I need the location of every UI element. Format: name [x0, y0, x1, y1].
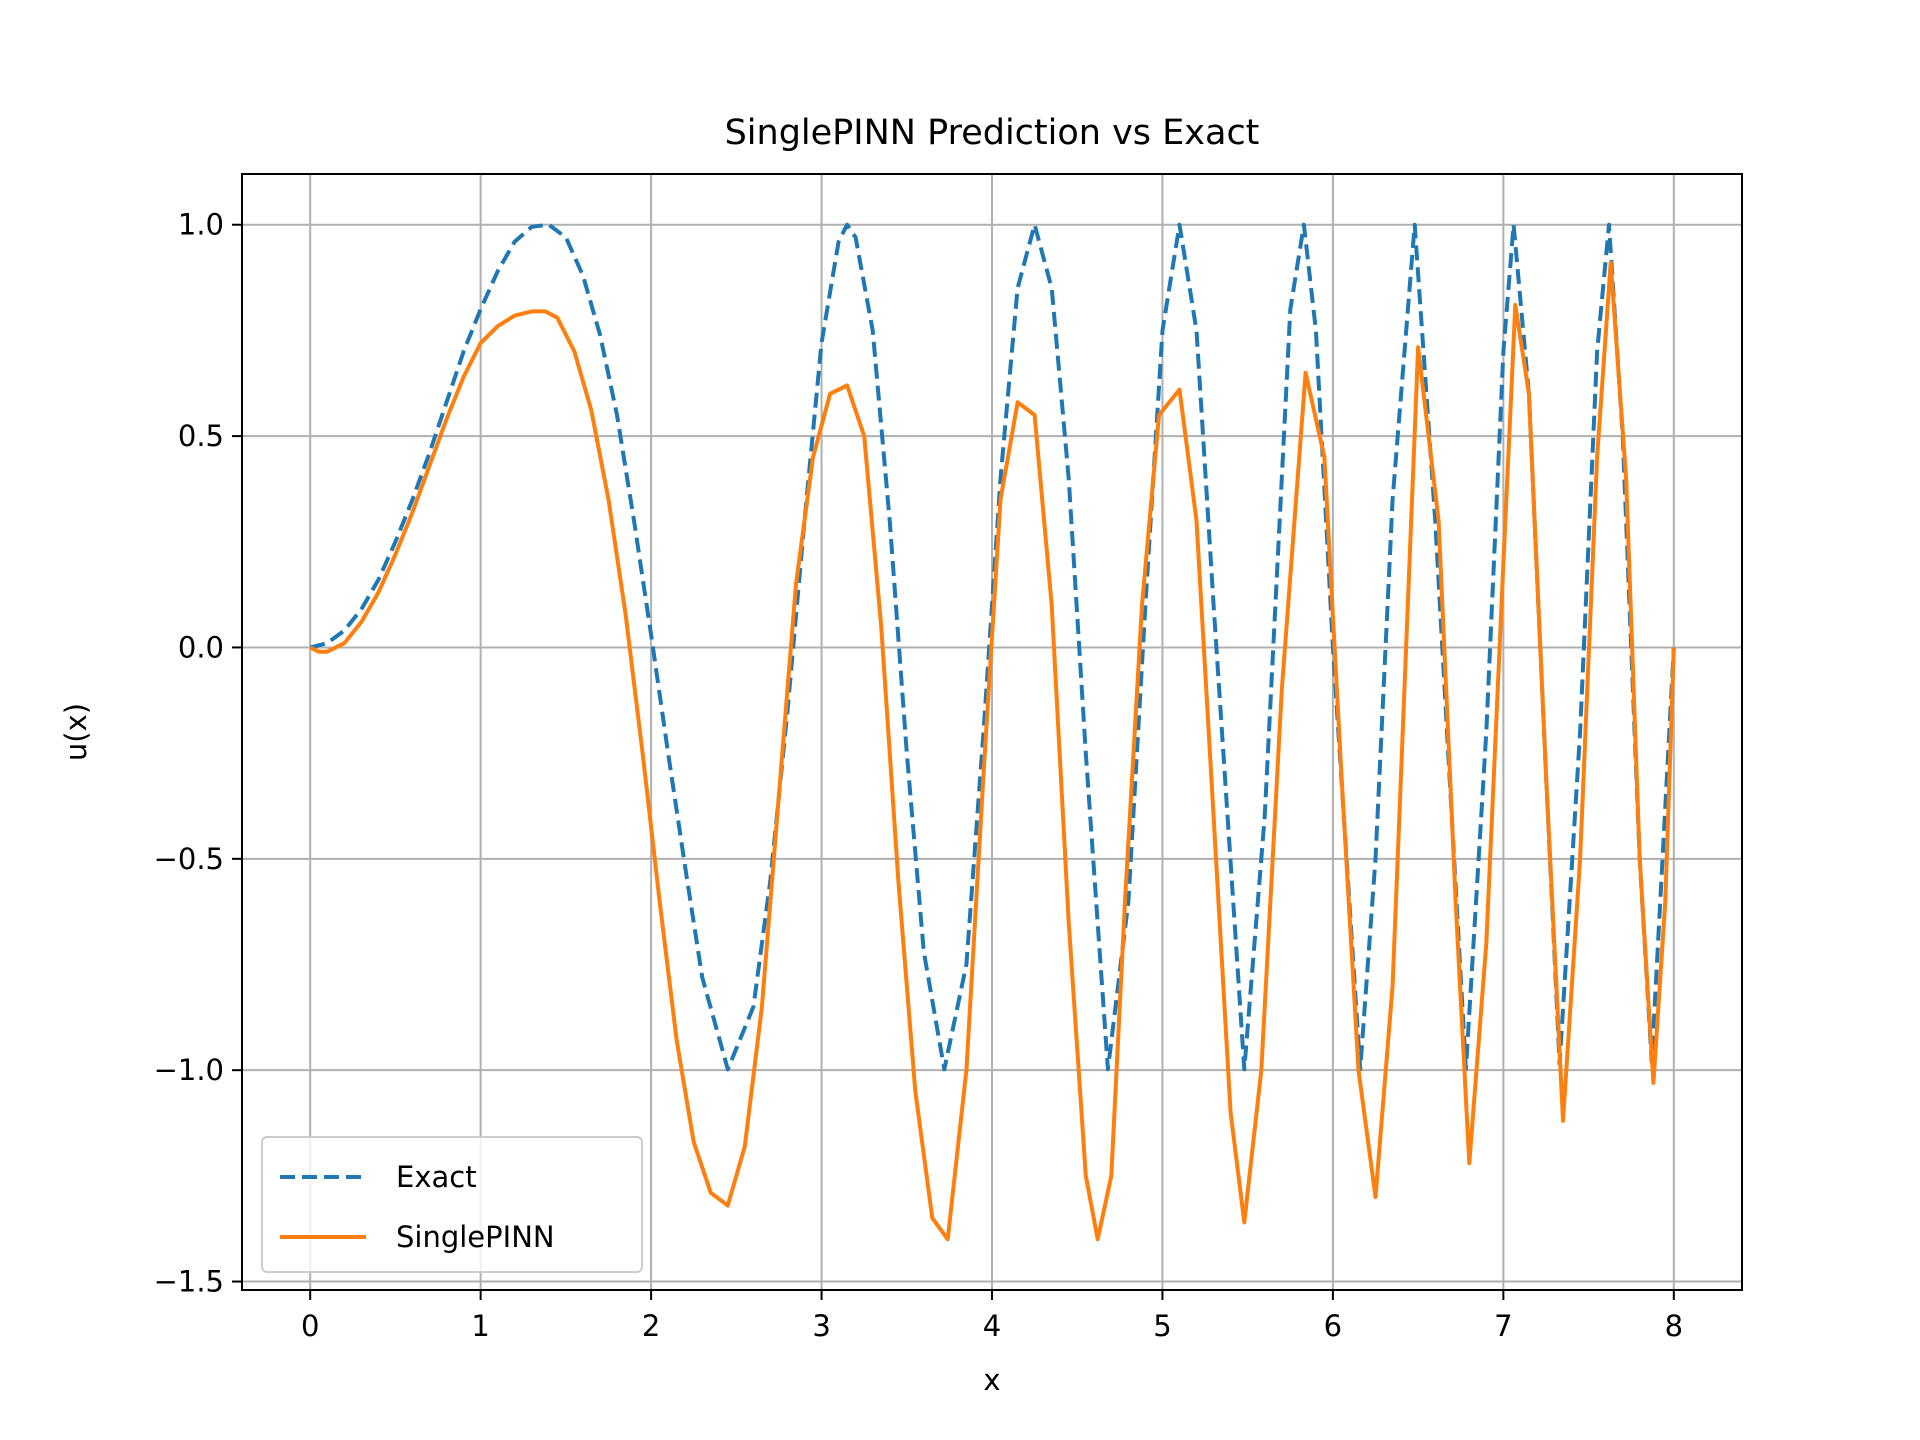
- chart-title: SinglePINN Prediction vs Exact: [725, 113, 1260, 153]
- series-line-singlepinn: [309, 260, 1676, 1242]
- x-tick-label: 5: [1153, 1309, 1171, 1343]
- y-axis-label: u(x): [59, 703, 93, 761]
- y-tick-label: 1.0: [178, 208, 224, 242]
- x-tick-label: 6: [1324, 1309, 1342, 1343]
- y-tick-label: 0.5: [178, 419, 224, 453]
- x-tick-label: 7: [1494, 1309, 1512, 1343]
- y-tick-label: −1.5: [154, 1265, 224, 1299]
- x-tick-label: 4: [983, 1309, 1001, 1343]
- legend-label-exact: Exact: [396, 1160, 477, 1194]
- y-tick-label: 0.0: [178, 630, 224, 664]
- x-tick-label: 0: [301, 1309, 319, 1343]
- x-tick-label: 8: [1665, 1309, 1683, 1343]
- y-tick-label: −0.5: [154, 842, 224, 876]
- ticks-layer: 0 1 2 3 4 5 6 7 8 1.0 0.5 0.0 −0.5 −1.0 −1.5: [154, 208, 1683, 1343]
- x-tick-label: 2: [642, 1309, 660, 1343]
- x-tick-label: 1: [471, 1309, 489, 1343]
- x-axis-label: x: [983, 1363, 1000, 1397]
- y-tick-label: −1.0: [154, 1053, 224, 1087]
- legend: Exact SinglePINN: [261, 1136, 643, 1273]
- x-tick-label: 3: [812, 1309, 830, 1343]
- legend-label-singlepinn: SinglePINN: [396, 1220, 555, 1254]
- grid: [242, 174, 1742, 1290]
- series-layer: [309, 222, 1676, 1242]
